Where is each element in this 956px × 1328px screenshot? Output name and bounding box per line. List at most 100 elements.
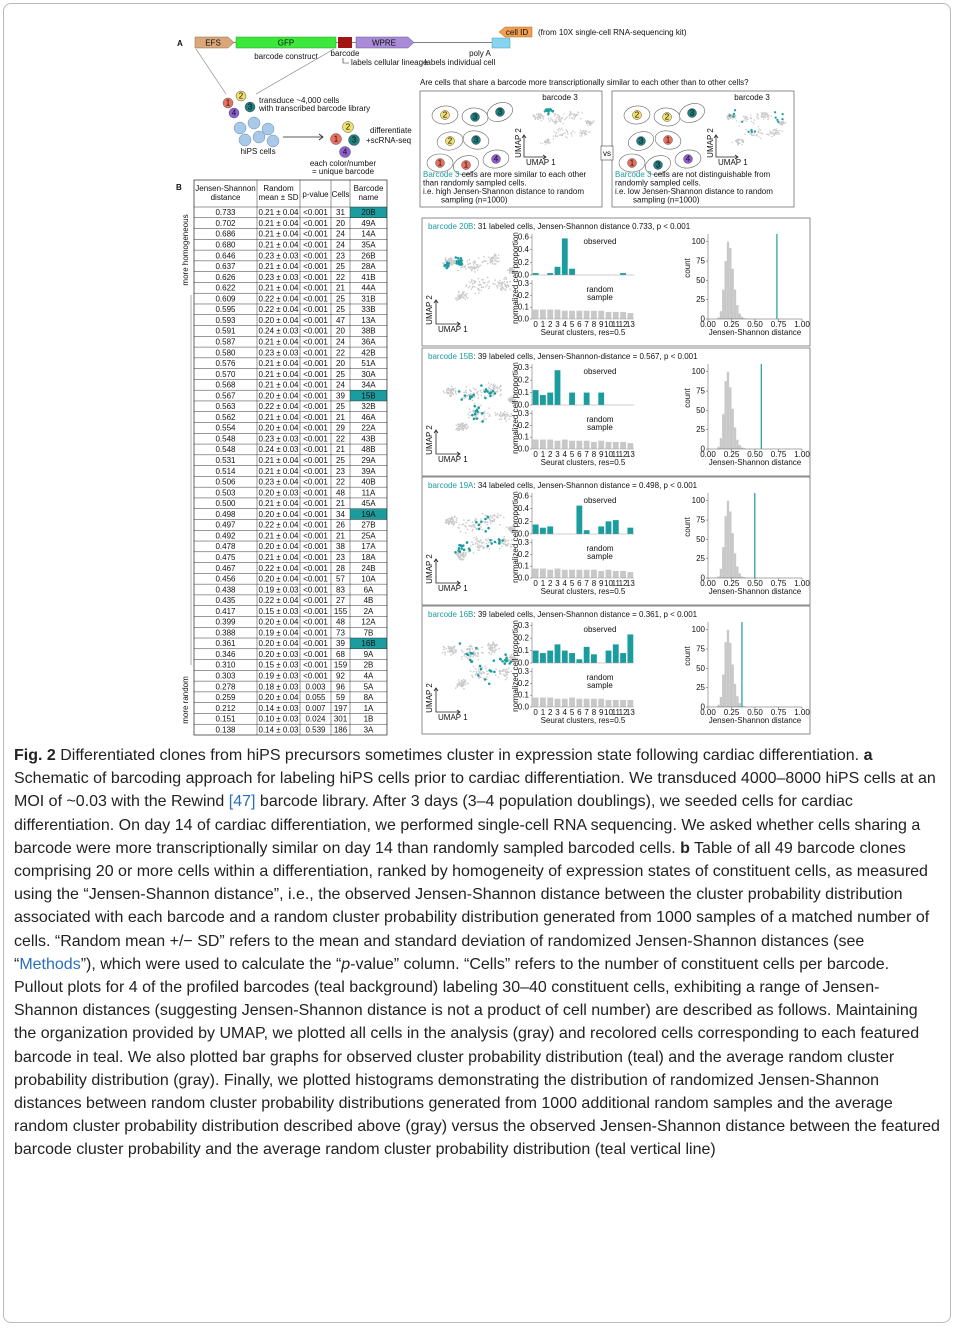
caption-link[interactable]: Methods bbox=[19, 956, 80, 973]
random-bar bbox=[584, 699, 590, 707]
cell-number: 3 bbox=[639, 137, 644, 146]
table-cell: 0.506 bbox=[215, 478, 236, 487]
random-bar bbox=[620, 700, 626, 707]
umap-cell bbox=[444, 259, 446, 261]
table-cell: 0.21 ± 0.04 bbox=[259, 208, 300, 217]
barcode-label: barcode 3 bbox=[734, 93, 770, 102]
table-cell: 22 bbox=[336, 478, 345, 487]
umap-cell bbox=[765, 115, 766, 116]
table-cell: 68 bbox=[336, 650, 345, 659]
umap-cell bbox=[479, 546, 481, 548]
hips-cell bbox=[267, 135, 279, 147]
umap-barcode-cell bbox=[458, 547, 461, 550]
table-cell: 20B bbox=[361, 208, 375, 217]
umap-cell bbox=[477, 654, 479, 656]
observed-bar bbox=[627, 528, 633, 534]
umap-cell bbox=[562, 123, 563, 124]
y-tick-label: 0.1 bbox=[518, 388, 530, 397]
table-cell: 46A bbox=[361, 413, 376, 422]
umap-cell bbox=[561, 117, 562, 118]
umap-barcode-cell bbox=[493, 659, 496, 662]
table-cell: 1B bbox=[364, 715, 374, 724]
caption-text: ”), which were used to calculate the “ bbox=[81, 956, 342, 973]
barcode-note: labels cellular lineage bbox=[351, 58, 428, 67]
umap-cell bbox=[446, 390, 448, 392]
umap-barcode-cell bbox=[777, 121, 779, 123]
table-header: name bbox=[358, 193, 379, 202]
umap-cell bbox=[457, 426, 459, 428]
umap-cell bbox=[459, 423, 461, 425]
table-cell: 0.478 bbox=[215, 542, 236, 551]
umap-cell bbox=[458, 555, 460, 557]
y-tick-label: 0.4 bbox=[518, 504, 530, 513]
umap-cell bbox=[574, 118, 575, 119]
umap-cell bbox=[774, 129, 775, 130]
umap-cell bbox=[471, 526, 473, 528]
umap-cell bbox=[460, 267, 462, 269]
umap-cell bbox=[444, 654, 446, 656]
y-tick-label: 0.6 bbox=[518, 233, 530, 242]
umap-barcode-cell bbox=[464, 394, 467, 397]
umap-cell bbox=[581, 132, 582, 133]
histogram-bar bbox=[729, 248, 731, 319]
table-cell: 0.417 bbox=[215, 607, 236, 616]
umap-cell bbox=[478, 289, 480, 291]
umap-cell bbox=[541, 114, 542, 115]
umap-cell bbox=[761, 114, 762, 115]
y-tick-label: 0.0 bbox=[518, 314, 530, 323]
umap-barcode-cell bbox=[470, 660, 473, 663]
umap-cell bbox=[488, 643, 490, 645]
table-cell: <0.001 bbox=[303, 230, 328, 239]
cell-number: 4 bbox=[686, 155, 691, 164]
umap-cell bbox=[481, 673, 483, 675]
caption-reference[interactable]: [47] bbox=[229, 793, 256, 810]
histogram-bar bbox=[734, 290, 736, 319]
table-cell: 41B bbox=[361, 273, 375, 282]
poly-a-element bbox=[492, 38, 510, 48]
umap-cell bbox=[495, 414, 497, 416]
cell-number: 4 bbox=[232, 109, 237, 118]
umap-cell bbox=[592, 122, 593, 123]
table-cell: <0.001 bbox=[303, 402, 328, 411]
y-tick-label: 100 bbox=[692, 237, 706, 246]
table-cell: <0.001 bbox=[303, 585, 328, 594]
y-tick-label: 50 bbox=[696, 406, 705, 415]
table-cell: 17A bbox=[361, 542, 376, 551]
hips-cell bbox=[253, 131, 265, 143]
umap-barcode-cell bbox=[477, 674, 480, 677]
table-cell: 22 bbox=[336, 348, 345, 357]
histogram-bar bbox=[732, 409, 734, 449]
umap-cell bbox=[461, 423, 463, 425]
umap-cell bbox=[760, 130, 761, 131]
umap-cell bbox=[478, 394, 480, 396]
histogram-bar bbox=[727, 501, 729, 578]
umap-cell bbox=[480, 526, 482, 528]
umap-cell bbox=[497, 515, 499, 517]
table-cell: 11A bbox=[362, 488, 376, 497]
umap-cell bbox=[463, 519, 465, 521]
umap-cell bbox=[466, 386, 468, 388]
umap-cell bbox=[487, 522, 489, 524]
y-tick-label: 0.4 bbox=[518, 245, 530, 254]
umap-cell bbox=[771, 116, 772, 117]
umap-cell bbox=[451, 650, 453, 652]
caption-text: Table of all 49 barcode clones comprisin… bbox=[14, 840, 929, 973]
side-label: more random bbox=[181, 676, 190, 724]
table-cell: 0.19 ± 0.04 bbox=[259, 628, 300, 637]
umap-cell bbox=[461, 680, 463, 682]
umap-cell bbox=[494, 387, 496, 389]
table-cell: 0.702 bbox=[215, 219, 236, 228]
umap-cell bbox=[478, 659, 480, 661]
umap-cell bbox=[550, 117, 551, 118]
umap-cell bbox=[506, 420, 508, 422]
umap-cell bbox=[447, 387, 449, 389]
umap-cell bbox=[488, 288, 490, 290]
table-cell: 0.20 ± 0.04 bbox=[259, 542, 300, 551]
table-cell: <0.001 bbox=[303, 628, 328, 637]
umap-barcode-cell bbox=[489, 395, 492, 398]
table-cell: 0.492 bbox=[215, 531, 236, 540]
umap-cell bbox=[454, 388, 456, 390]
observed-bar bbox=[576, 659, 582, 663]
umap-y-label: UMAP 2 bbox=[425, 554, 434, 584]
table-cell: 0.24 ± 0.03 bbox=[259, 445, 300, 454]
